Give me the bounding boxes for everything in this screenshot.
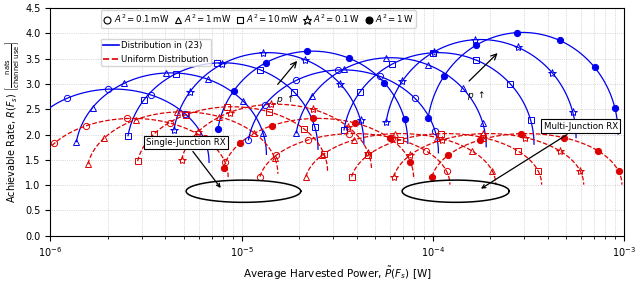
Text: $p$ $\uparrow$: $p$ $\uparrow$ [467,89,485,102]
Text: Single-Junction RX: Single-Junction RX [146,138,226,187]
Text: $p$ $\uparrow$: $p$ $\uparrow$ [276,93,294,106]
Legend: Distribution in (23), Uniform Distribution: Distribution in (23), Uniform Distributi… [100,39,211,66]
Text: Multi-Junction RX: Multi-Junction RX [482,122,618,188]
X-axis label: Average Harvested Power, $\tilde{P}(F_s)$ [W]: Average Harvested Power, $\tilde{P}(F_s)… [243,265,431,282]
Y-axis label: Achievable Rate, $R(F_s)$ $\left[\frac{\mathrm{nats}}{\mathrm{channel\ use}}\rig: Achievable Rate, $R(F_s)$ $\left[\frac{\… [4,41,22,203]
